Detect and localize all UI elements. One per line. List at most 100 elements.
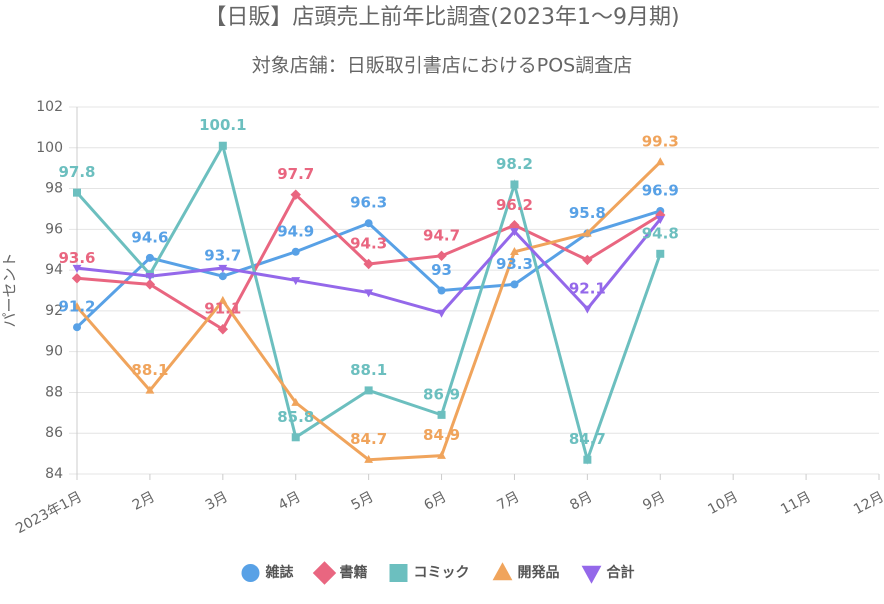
- point: [145, 253, 154, 262]
- point: [73, 323, 81, 332]
- x-tick-label: 4月: [276, 489, 304, 514]
- point: [218, 141, 227, 150]
- legend-item: 開発品: [492, 562, 560, 581]
- point: [364, 219, 373, 228]
- y-axis-label: パーセント: [1, 252, 19, 327]
- y-tick-label: 90: [45, 344, 63, 360]
- y-tick-label: 86: [45, 425, 63, 441]
- point: [510, 228, 519, 237]
- value-label: 97.7: [277, 165, 314, 183]
- point: [72, 264, 82, 273]
- value-label: 94.6: [131, 228, 168, 246]
- point: [291, 397, 301, 406]
- point: [241, 564, 260, 582]
- legend-label: 開発品: [518, 564, 560, 581]
- point: [437, 410, 446, 419]
- x-tick-label: 7月: [494, 489, 522, 514]
- point: [437, 309, 446, 318]
- point: [581, 565, 602, 584]
- value-label: 96.9: [642, 181, 679, 199]
- x-tick-label: 12月: [851, 489, 884, 518]
- point: [364, 386, 373, 395]
- point: [72, 302, 82, 311]
- value-label: 86.9: [423, 385, 460, 403]
- point: [436, 250, 447, 262]
- legend-label: 雑誌: [265, 564, 294, 581]
- x-tick-label: 2023年1月: [13, 489, 85, 537]
- value-label: 94.7: [423, 226, 460, 244]
- value-label: 84.7: [569, 430, 606, 448]
- x-tick-label: 3月: [203, 489, 231, 514]
- point: [492, 562, 513, 581]
- point: [510, 280, 519, 289]
- point: [510, 180, 519, 189]
- point: [145, 385, 155, 394]
- value-label: 100.1: [199, 116, 246, 134]
- point: [364, 454, 374, 463]
- point: [218, 264, 228, 273]
- point: [218, 272, 227, 281]
- value-label: 93.6: [58, 249, 95, 267]
- x-tick-label: 8月: [567, 489, 595, 514]
- point: [364, 289, 374, 298]
- point: [656, 249, 665, 258]
- chart-subtitle: 対象店舗：日販取引書店におけるPOS調査店: [252, 55, 632, 77]
- point: [217, 324, 229, 335]
- point: [363, 258, 374, 270]
- point: [582, 254, 593, 266]
- legend-item: 書籍: [312, 561, 368, 585]
- point: [389, 564, 408, 582]
- value-label: 92.1: [569, 279, 606, 297]
- point: [290, 189, 301, 200]
- value-label: 84.9: [423, 426, 460, 444]
- value-label: 99.3: [642, 133, 679, 151]
- value-label: 94.9: [277, 222, 314, 240]
- x-tick-label: 6月: [422, 489, 450, 514]
- value-label: 93.3: [496, 255, 533, 273]
- value-label: 85.8: [277, 408, 314, 426]
- x-tick-label: 11月: [778, 489, 814, 518]
- x-tick-label: 10月: [705, 489, 741, 518]
- point: [582, 228, 592, 237]
- point: [509, 220, 520, 231]
- x-tick-label: 9月: [640, 489, 668, 514]
- chart-title: 【日販】店頭売上前年比調査(2023年1～9月期): [204, 5, 679, 30]
- value-label: 93: [431, 261, 452, 279]
- point: [312, 561, 337, 585]
- point: [655, 157, 665, 166]
- y-tick-label: 96: [45, 221, 63, 237]
- point: [437, 450, 446, 459]
- point: [582, 305, 592, 314]
- legend-label: 書籍: [340, 564, 368, 581]
- value-label: 84.7: [350, 430, 387, 448]
- value-label: 91.1: [204, 300, 241, 318]
- y-tick-label: 100: [36, 140, 63, 156]
- value-label: 94.8: [642, 224, 679, 242]
- value-label: 97.8: [58, 163, 95, 181]
- point: [71, 273, 83, 284]
- y-tick-label: 94: [45, 262, 63, 278]
- point: [655, 215, 665, 224]
- y-tick-label: 98: [45, 181, 63, 197]
- value-label: 93.7: [204, 247, 241, 265]
- y-tick-label: 92: [45, 303, 63, 319]
- x-tick-label: 2月: [130, 489, 158, 514]
- value-label: 91.2: [58, 298, 95, 316]
- legend-item: 雑誌: [241, 564, 294, 582]
- value-label: 95.8: [569, 204, 606, 222]
- value-label: 98.2: [496, 155, 533, 173]
- value-label: 88.1: [131, 361, 168, 379]
- point: [583, 455, 592, 464]
- point: [218, 295, 228, 304]
- point: [291, 247, 300, 256]
- x-tick-label: 5月: [349, 489, 377, 514]
- point: [73, 188, 81, 197]
- point: [145, 273, 155, 282]
- point: [510, 246, 519, 255]
- value-label: 94.3: [350, 234, 387, 252]
- point: [291, 433, 300, 442]
- y-tick-label: 88: [45, 384, 63, 400]
- legend-item: 合計: [581, 564, 635, 584]
- point: [144, 279, 156, 290]
